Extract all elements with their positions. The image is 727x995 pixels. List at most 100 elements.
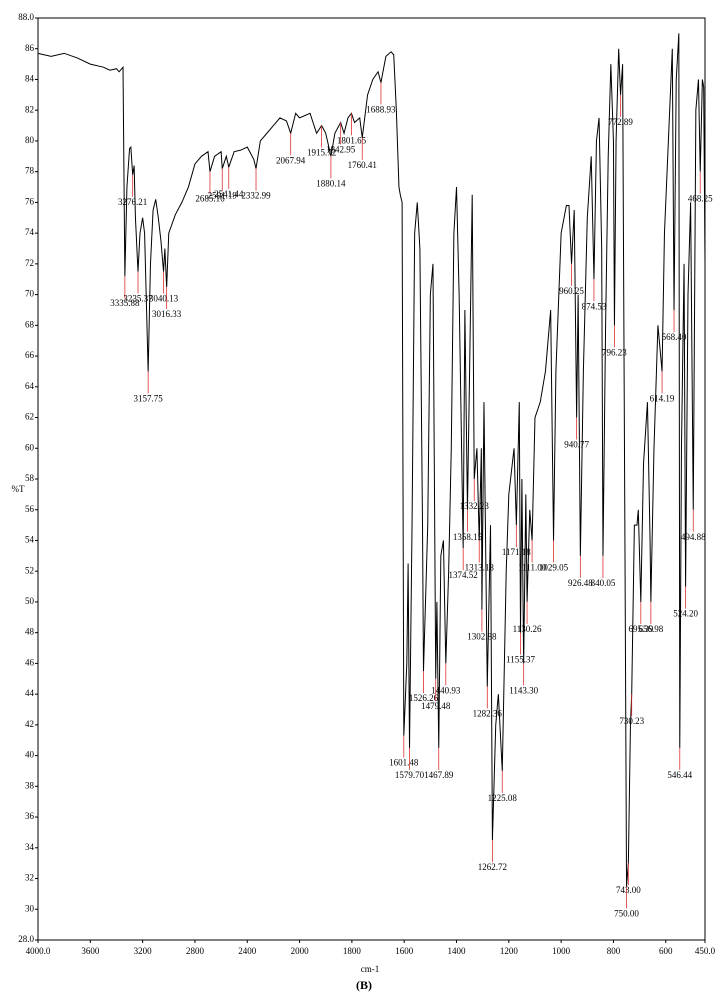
y-tick-label: 74 bbox=[25, 227, 35, 237]
peak-label: 960.25 bbox=[559, 286, 584, 296]
x-axis-label: cm-1 bbox=[361, 964, 380, 974]
y-tick-label: 36 bbox=[25, 811, 35, 821]
peak-label: 1440.93 bbox=[431, 685, 461, 695]
y-tick-label: 66 bbox=[25, 350, 35, 360]
peak-label: 546.44 bbox=[667, 770, 692, 780]
y-tick-label: 40 bbox=[25, 750, 35, 760]
x-tick-label: 3600 bbox=[81, 946, 100, 956]
y-tick-label: 28.0 bbox=[18, 934, 34, 944]
peak-label: 1688.93 bbox=[366, 105, 396, 115]
peak-label: 1262.72 bbox=[478, 862, 507, 872]
peak-label: 1374.52 bbox=[449, 570, 478, 580]
peak-label: 1111.00 bbox=[518, 563, 547, 573]
y-tick-label: 34 bbox=[25, 842, 35, 852]
x-tick-label: 4000.0 bbox=[26, 946, 51, 956]
peak-label: 874.53 bbox=[582, 301, 607, 311]
peak-label: 1601.48 bbox=[389, 758, 419, 768]
peak-label: 926.48 bbox=[568, 578, 593, 588]
y-tick-label: 32 bbox=[25, 873, 34, 883]
peak-label: 750.00 bbox=[614, 908, 639, 918]
peak-label: 1282.36 bbox=[473, 709, 503, 719]
peak-label: 1915.72 bbox=[307, 148, 336, 158]
y-axis-label: %T bbox=[12, 484, 25, 494]
peak-label: 2541.44 bbox=[214, 189, 244, 199]
peak-label: 743.00 bbox=[616, 885, 641, 895]
peak-label: 1143.30 bbox=[509, 685, 538, 695]
peak-label: 494.88 bbox=[681, 532, 706, 542]
caption: (B) bbox=[356, 978, 372, 992]
peak-label: 1579.70 bbox=[395, 770, 425, 780]
peak-label: 1467.89 bbox=[424, 770, 454, 780]
x-tick-label: 2000 bbox=[291, 946, 310, 956]
x-tick-label: 1400 bbox=[448, 946, 467, 956]
peak-label: 695.39 bbox=[628, 624, 653, 634]
peak-label: 1171.18 bbox=[502, 547, 531, 557]
y-tick-label: 88.0 bbox=[18, 12, 34, 22]
peak-label: 1225.08 bbox=[488, 793, 518, 803]
peak-label: 1302.88 bbox=[467, 632, 497, 642]
peak-label: 2685.16 bbox=[195, 194, 225, 204]
y-tick-label: 62 bbox=[25, 412, 34, 422]
peak-label: 2591.19 bbox=[208, 191, 238, 201]
peak-label: 3157.75 bbox=[134, 393, 164, 403]
peak-label: 1155.37 bbox=[506, 655, 535, 665]
peak-label: 730.23 bbox=[619, 716, 644, 726]
y-tick-label: 56 bbox=[25, 504, 35, 514]
y-tick-label: 60 bbox=[25, 442, 35, 452]
x-tick-label: 2400 bbox=[238, 946, 257, 956]
y-tick-label: 80 bbox=[25, 135, 35, 145]
peak-label: 3040.13 bbox=[149, 294, 179, 304]
y-tick-label: 44 bbox=[25, 688, 35, 698]
y-tick-label: 30 bbox=[25, 903, 35, 913]
peak-label: 468.25 bbox=[688, 194, 713, 204]
y-tick-label: 46 bbox=[25, 657, 35, 667]
y-tick-label: 42 bbox=[25, 719, 34, 729]
y-tick-label: 70 bbox=[25, 289, 35, 299]
x-tick-label: 1600 bbox=[395, 946, 414, 956]
x-tick-label: 1800 bbox=[343, 946, 362, 956]
peak-label: 2332.99 bbox=[241, 191, 271, 201]
peak-label: 1526.26 bbox=[409, 693, 439, 703]
peak-label: 3276.21 bbox=[118, 197, 147, 207]
peak-label: 568.40 bbox=[662, 332, 687, 342]
y-tick-label: 72 bbox=[25, 258, 34, 268]
y-tick-label: 38 bbox=[25, 780, 35, 790]
peak-label: 840.05 bbox=[591, 578, 616, 588]
y-tick-label: 76 bbox=[25, 196, 35, 206]
y-tick-label: 84 bbox=[25, 74, 35, 84]
x-tick-label: 1200 bbox=[500, 946, 519, 956]
peak-label: 524.20 bbox=[673, 609, 698, 619]
y-tick-label: 50 bbox=[25, 596, 35, 606]
peak-label: 1029.05 bbox=[539, 563, 569, 573]
peak-label: 940.77 bbox=[564, 440, 589, 450]
peak-label: 1880.14 bbox=[316, 178, 346, 188]
x-tick-label: 2800 bbox=[186, 946, 205, 956]
x-tick-label: 800 bbox=[607, 946, 621, 956]
peak-label: 3016.33 bbox=[152, 309, 182, 319]
peak-label: 1842.95 bbox=[326, 145, 356, 155]
peak-label: 772.89 bbox=[608, 117, 633, 127]
peak-label: 3335.88 bbox=[110, 298, 140, 308]
x-tick-label: 1000 bbox=[552, 946, 571, 956]
y-tick-label: 68 bbox=[25, 319, 35, 329]
y-tick-label: 64 bbox=[25, 381, 35, 391]
y-tick-label: 82 bbox=[25, 104, 34, 114]
peak-label: 1332.23 bbox=[460, 501, 490, 511]
peak-label: 614.19 bbox=[650, 393, 675, 403]
y-tick-label: 86 bbox=[25, 43, 35, 53]
x-tick-label: 600 bbox=[659, 946, 673, 956]
peak-label: 656.98 bbox=[638, 624, 663, 634]
peak-label: 1760.41 bbox=[348, 160, 377, 170]
peak-label: 3235.37 bbox=[123, 294, 153, 304]
y-tick-label: 78 bbox=[25, 166, 35, 176]
plot-frame bbox=[37, 17, 706, 941]
peak-label: 1358.15 bbox=[453, 532, 483, 542]
x-tick-label: 450.0 bbox=[695, 946, 716, 956]
y-tick-label: 58 bbox=[25, 473, 35, 483]
peak-label: 796.23 bbox=[602, 347, 627, 357]
peak-label: 1313.18 bbox=[465, 563, 495, 573]
peak-label: 1479.48 bbox=[421, 701, 451, 711]
y-tick-label: 54 bbox=[25, 535, 35, 545]
